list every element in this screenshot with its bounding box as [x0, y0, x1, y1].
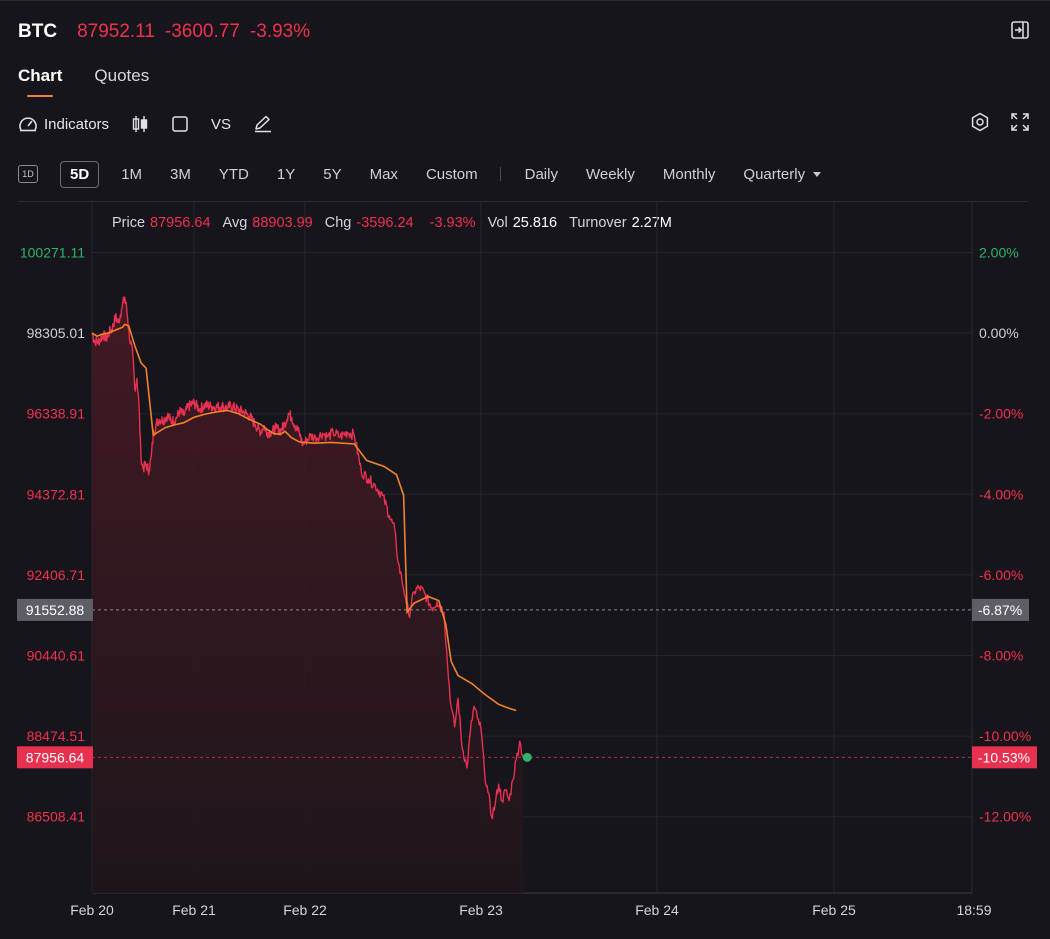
x-tick-label: Feb 20 [70, 902, 114, 918]
x-tick-label: Feb 21 [172, 902, 216, 918]
fullscreen-button[interactable] [1010, 112, 1030, 137]
y-tick-left: 92406.71 [27, 567, 86, 583]
pen-icon [255, 115, 272, 133]
compare-button[interactable]: VS [211, 116, 231, 133]
range-selector: 1D 5D 1M 3M YTD 1Y 5Y Max Custom Daily W… [18, 159, 849, 189]
crosshair-price: 91552.88 [26, 602, 85, 618]
crosshair-price-tag [17, 598, 93, 621]
y-tick-left: 96338.91 [27, 406, 86, 422]
crosshair-info: Price 87956.64 Avg 88903.99 Chg -3596.24… [112, 215, 684, 231]
info-chg: -3596.24 [356, 215, 414, 231]
y-tick-right: -6.00% [979, 567, 1023, 583]
chart-type-button[interactable] [131, 115, 149, 133]
range-1d[interactable]: 1D [18, 165, 38, 183]
range-1m[interactable]: 1M [121, 165, 143, 183]
settings-icon [971, 112, 989, 132]
range-ytd[interactable]: YTD [218, 165, 249, 183]
chart-divider [18, 201, 1028, 202]
interval-quarterly-dropdown[interactable]: Quarterly [743, 165, 822, 183]
exit-panel-button[interactable] [1010, 20, 1030, 40]
current-price-tag [17, 746, 93, 769]
y-tick-right: -2.00% [979, 406, 1023, 422]
info-price-label: Price [112, 215, 146, 231]
candlestick-icon [132, 116, 148, 132]
info-vol-label: Vol [487, 215, 508, 231]
y-tick-right: -8.00% [979, 648, 1023, 664]
y-tick-right: 2.00% [979, 245, 1019, 261]
last-price: 87952.11 [77, 21, 155, 42]
info-chg-pct: -3.93% [429, 215, 476, 231]
symbol-name: BTC [18, 21, 58, 42]
toolbar-right [970, 112, 1030, 137]
range-3m[interactable]: 3M [170, 165, 191, 183]
info-avg: 88903.99 [252, 215, 313, 231]
avg-line [91, 323, 517, 712]
info-turnover-label: Turnover [569, 215, 627, 231]
x-tick-label: Feb 25 [812, 902, 856, 918]
square-icon [172, 116, 188, 132]
drawing-area-button[interactable] [171, 115, 189, 133]
y-tick-right: 0.00% [979, 325, 1019, 341]
chevron-down-icon [813, 172, 822, 178]
interval-daily[interactable]: Daily [524, 165, 558, 183]
range-max[interactable]: Max [369, 165, 398, 183]
tab-chart[interactable]: Chart [18, 66, 63, 97]
current-pct-tag [972, 746, 1037, 769]
range-divider [499, 167, 501, 181]
range-custom[interactable]: Custom [425, 165, 478, 183]
last-price-dot [522, 752, 532, 762]
info-chg-label: Chg [324, 215, 352, 231]
x-tick-label: Feb 22 [283, 902, 327, 918]
fullscreen-icon [1011, 113, 1029, 131]
y-tick-left: 90440.61 [27, 648, 86, 664]
range-1y[interactable]: 1Y [276, 165, 296, 183]
price-change: -3600.77 [164, 21, 240, 42]
info-price: 87956.64 [150, 215, 211, 231]
current-price: 87956.64 [26, 749, 85, 765]
price-change-percent: -3.93% [249, 21, 311, 42]
price-area [92, 297, 524, 893]
y-tick-left: 98305.01 [27, 325, 86, 341]
price-line [91, 296, 524, 820]
info-avg-label: Avg [222, 215, 248, 231]
chart-toolbar: Indicators VS [18, 112, 295, 136]
range-5y[interactable]: 5Y [323, 165, 342, 183]
indicators-icon [19, 117, 37, 132]
quote-header: BTC 87952.11 -3600.77 -3.93% [18, 18, 320, 46]
indicators-button[interactable]: Indicators [18, 115, 109, 133]
exit-icon [1011, 21, 1029, 39]
y-tick-left: 86508.41 [27, 809, 86, 825]
x-tick-label: Feb 24 [635, 902, 679, 918]
y-tick-left: 94372.81 [27, 486, 86, 502]
x-tick-label: 18:59 [956, 902, 991, 918]
x-tick-label: Feb 23 [459, 902, 503, 918]
interval-monthly[interactable]: Monthly [662, 165, 716, 183]
crosshair-pct-tag [972, 598, 1029, 621]
range-5d[interactable]: 5D [60, 160, 100, 188]
current-pct: -10.53% [978, 749, 1030, 765]
y-tick-left: 88474.51 [27, 728, 86, 744]
tab-quotes[interactable]: Quotes [94, 66, 150, 85]
info-vol: 25.816 [512, 215, 558, 231]
crosshair-pct: -6.87% [978, 602, 1022, 618]
interval-quarterly-label: Quarterly [743, 165, 806, 183]
interval-weekly[interactable]: Weekly [585, 165, 635, 183]
draw-tool-button[interactable] [253, 115, 273, 133]
settings-button[interactable] [970, 112, 990, 137]
compare-label: VS [211, 115, 232, 133]
y-tick-right: -12.00% [979, 809, 1031, 825]
y-tick-right: -10.00% [979, 728, 1031, 744]
top-border [0, 0, 1050, 1]
info-turnover: 2.27M [631, 215, 672, 231]
view-tabs: Chart Quotes [18, 66, 150, 97]
y-tick-right: -4.00% [979, 486, 1023, 502]
indicators-label: Indicators [44, 115, 110, 133]
y-tick-left: 100271.11 [20, 245, 85, 261]
